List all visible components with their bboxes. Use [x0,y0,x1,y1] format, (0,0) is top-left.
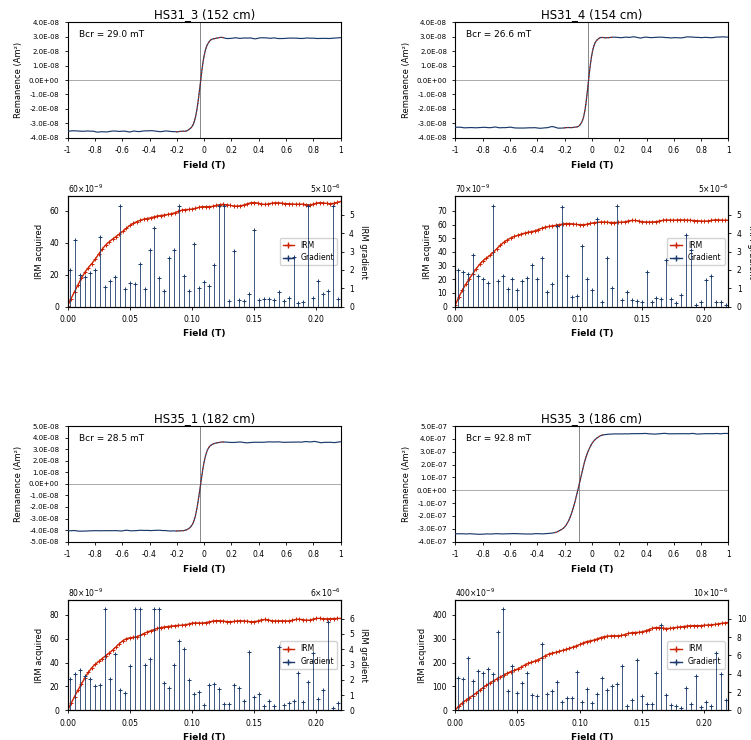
Title: HS35_3 (186 cm): HS35_3 (186 cm) [541,412,643,425]
Y-axis label: IRM acquired: IRM acquired [418,628,427,683]
Text: Bcr = 26.6 mT: Bcr = 26.6 mT [466,30,532,39]
Y-axis label: IRM gradient: IRM gradient [359,628,368,682]
Y-axis label: IRM acquired: IRM acquired [423,224,432,279]
X-axis label: Field (T): Field (T) [183,161,225,169]
X-axis label: Field (T): Field (T) [571,565,613,574]
X-axis label: Field (T): Field (T) [571,161,613,169]
X-axis label: Field (T): Field (T) [183,565,225,574]
Y-axis label: IRM acquired: IRM acquired [35,224,44,279]
Y-axis label: IRM gradient: IRM gradient [746,225,751,278]
Legend: IRM, Gradient: IRM, Gradient [668,238,725,266]
Y-axis label: Remanence (Am²): Remanence (Am²) [402,445,411,522]
Text: Bcr = 28.5 mT: Bcr = 28.5 mT [79,434,143,443]
Text: 400$\times10^{-9}$: 400$\times10^{-9}$ [455,587,496,599]
Text: 6$\times10^{-6}$: 6$\times10^{-6}$ [310,587,341,599]
X-axis label: Field (T): Field (T) [183,733,225,740]
Text: 5$\times10^{-6}$: 5$\times10^{-6}$ [698,183,728,195]
Text: 70$\times10^{-9}$: 70$\times10^{-9}$ [455,183,490,195]
Text: 60$\times10^{-9}$: 60$\times10^{-9}$ [68,183,103,195]
Text: Bcr = 29.0 mT: Bcr = 29.0 mT [79,30,143,39]
Text: Bcr = 92.8 mT: Bcr = 92.8 mT [466,434,532,443]
Y-axis label: Remanence (Am²): Remanence (Am²) [402,42,411,118]
Title: HS31_4 (154 cm): HS31_4 (154 cm) [541,8,643,21]
Y-axis label: IRM acquired: IRM acquired [35,628,44,683]
Legend: IRM, Gradient: IRM, Gradient [668,642,725,669]
Legend: IRM, Gradient: IRM, Gradient [279,238,337,266]
Legend: IRM, Gradient: IRM, Gradient [279,642,337,669]
Title: HS35_1 (182 cm): HS35_1 (182 cm) [153,412,255,425]
Text: 10$\times10^{-6}$: 10$\times10^{-6}$ [693,587,728,599]
Text: 80$\times10^{-9}$: 80$\times10^{-9}$ [68,587,103,599]
Title: HS31_3 (152 cm): HS31_3 (152 cm) [153,8,255,21]
X-axis label: Field (T): Field (T) [571,733,613,740]
X-axis label: Field (T): Field (T) [571,329,613,338]
Text: 5$\times10^{-6}$: 5$\times10^{-6}$ [310,183,341,195]
Y-axis label: Remanence (Am²): Remanence (Am²) [14,445,23,522]
Y-axis label: IRM gradient: IRM gradient [359,225,368,278]
X-axis label: Field (T): Field (T) [183,329,225,338]
Y-axis label: Remanence (Am²): Remanence (Am²) [14,42,23,118]
